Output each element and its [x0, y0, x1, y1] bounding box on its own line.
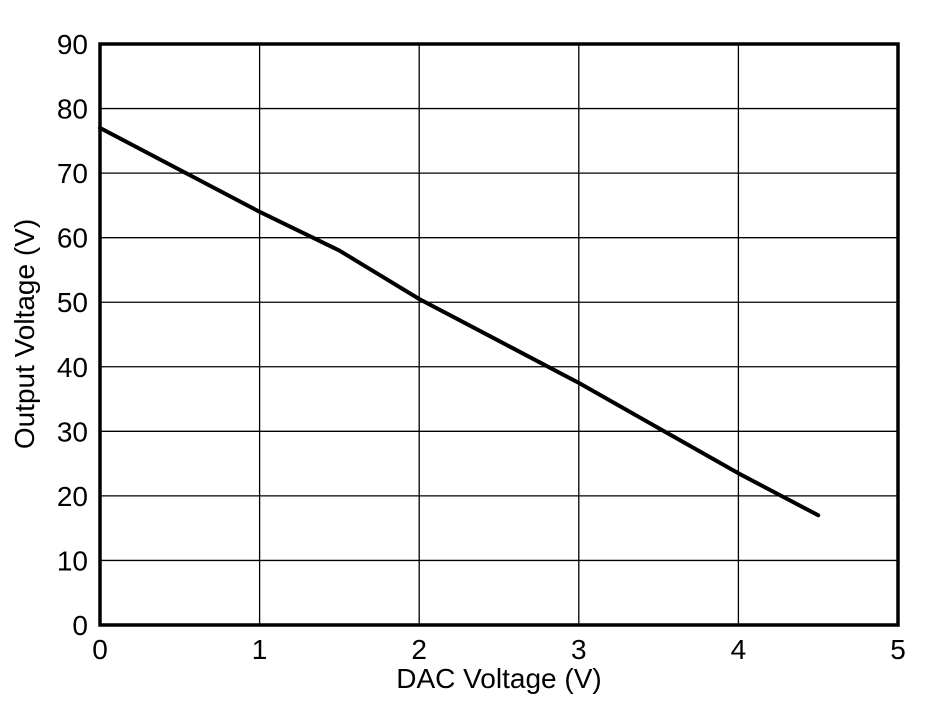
y-tick-label: 30: [57, 416, 88, 447]
x-tick-label: 5: [890, 634, 906, 665]
x-axis-title: DAC Voltage (V): [396, 663, 601, 694]
data-line: [98, 125, 821, 518]
x-tick-label: 0: [92, 634, 108, 665]
y-tick-label: 90: [57, 29, 88, 60]
y-tick-label: 60: [57, 223, 88, 254]
y-tick-label: 10: [57, 545, 88, 576]
x-tick-label: 2: [411, 634, 427, 665]
y-tick-label: 40: [57, 352, 88, 383]
y-tick-label: 0: [72, 610, 88, 641]
y-tick-label: 50: [57, 287, 88, 318]
y-tick-label: 70: [57, 158, 88, 189]
x-tick-label: 4: [731, 634, 747, 665]
y-tick-label: 80: [57, 94, 88, 125]
x-tick-label: 3: [571, 634, 587, 665]
y-tick-label: 20: [57, 481, 88, 512]
y-axis-title: Output Voltage (V): [9, 219, 40, 449]
x-tick-label: 1: [252, 634, 268, 665]
plot-frame: [98, 42, 900, 627]
